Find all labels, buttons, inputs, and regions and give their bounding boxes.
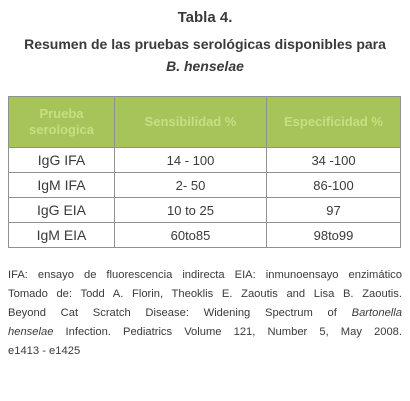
cell-test: IgM EIA (8, 222, 115, 248)
footnote-source-line: henselae Infection. Pediatrics Volume 12… (8, 323, 402, 342)
footnote-source-line: Beyond Cat Scratch Disease: Widening Spe… (8, 304, 402, 323)
cell-specificity: 86-100 (266, 172, 401, 198)
footnote: IFA: ensayo de fluorescencia indirecta E… (8, 266, 402, 361)
footnote-species-italic: henselae (8, 326, 54, 338)
cell-sensitivity: 60to85 (114, 222, 267, 248)
table-header-row: Prueba serologica Sensibilidad % Especif… (8, 96, 401, 148)
footnote-source-line: Tomado de: Todd A. Florin, Theoklis E. Z… (8, 288, 402, 300)
footnote-text: Infection. Pediatrics Volume 121, Number… (53, 326, 403, 338)
table-caption-organism: B. henselae (166, 58, 244, 74)
header-specificity: Especificidad % (266, 96, 401, 148)
table-number-title: Tabla 4. (177, 9, 233, 26)
cell-sensitivity: 2- 50 (114, 172, 267, 198)
cell-test: IgM IFA (8, 172, 115, 198)
header-sensitivity: Sensibilidad % (114, 96, 267, 148)
footnote-pages: e1413 - e1425 (8, 345, 81, 357)
cell-test: IgG EIA (8, 197, 115, 223)
cell-specificity: 98to99 (266, 222, 401, 248)
footnote-abbreviations: IFA: ensayo de fluorescencia indirecta E… (8, 269, 402, 281)
table-caption: Resumen de las pruebas serológicas dispo… (24, 36, 386, 52)
table-row: IgG IFA 14 - 100 34 -100 (8, 147, 401, 173)
cell-test: IgG IFA (8, 147, 115, 173)
footnote-genus-italic: Bartonella (351, 307, 402, 319)
cell-specificity: 97 (266, 197, 401, 223)
cell-specificity: 34 -100 (266, 147, 401, 173)
title-block: Tabla 4. Resumen de las pruebas serológi… (0, 8, 410, 76)
footnote-text: Beyond Cat Scratch Disease: Widening Spe… (8, 307, 352, 319)
header-test: Prueba serologica (8, 96, 115, 148)
table-row: IgM EIA 60to85 98to99 (8, 222, 401, 248)
table-row: IgM IFA 2- 50 86-100 (8, 172, 401, 198)
cell-sensitivity: 10 to 25 (114, 197, 267, 223)
cell-sensitivity: 14 - 100 (114, 147, 267, 173)
table-row: IgG EIA 10 to 25 97 (8, 197, 401, 223)
serology-table: Prueba serologica Sensibilidad % Especif… (8, 96, 401, 248)
